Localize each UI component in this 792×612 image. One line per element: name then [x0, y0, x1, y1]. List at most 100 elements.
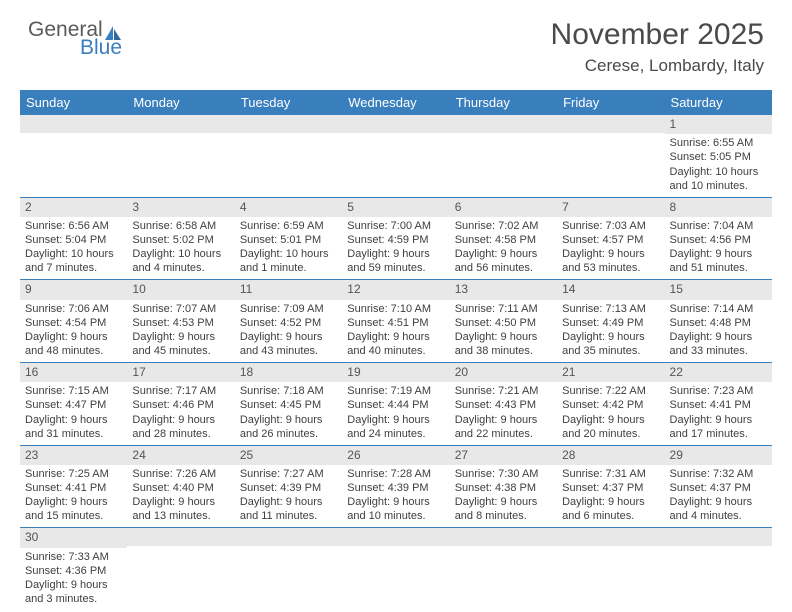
week-row: 30Sunrise: 7:33 AMSunset: 4:36 PMDayligh… [20, 528, 772, 610]
day-detail: Sunrise: 7:06 AMSunset: 4:54 PMDaylight:… [20, 300, 127, 362]
sunrise-text: Sunrise: 6:58 AM [132, 219, 229, 233]
sunrise-text: Sunrise: 7:19 AM [347, 384, 444, 398]
day-detail: Sunrise: 7:28 AMSunset: 4:39 PMDaylight:… [342, 465, 449, 527]
sunrise-text: Sunrise: 7:25 AM [25, 467, 122, 481]
day-cell: 1Sunrise: 6:55 AMSunset: 5:05 PMDaylight… [665, 115, 772, 197]
day-number: 26 [342, 446, 449, 465]
day-number: 21 [557, 363, 664, 382]
day-number: 1 [665, 115, 772, 134]
empty-cell [235, 115, 342, 197]
day-header-row: SundayMondayTuesdayWednesdayThursdayFrid… [20, 90, 772, 115]
day-number: 11 [235, 280, 342, 299]
day-number [235, 115, 342, 133]
logo: General Blue [28, 18, 123, 60]
sunrise-text: Sunrise: 7:28 AM [347, 467, 444, 481]
sunset-text: Sunset: 4:38 PM [455, 481, 552, 495]
sunset-text: Sunset: 4:41 PM [25, 481, 122, 495]
sunset-text: Sunset: 4:37 PM [670, 481, 767, 495]
sunrise-text: Sunrise: 6:56 AM [25, 219, 122, 233]
daylight-text: Daylight: 9 hours and 35 minutes. [562, 330, 659, 358]
sunset-text: Sunset: 4:59 PM [347, 233, 444, 247]
sunset-text: Sunset: 4:56 PM [670, 233, 767, 247]
day-detail: Sunrise: 7:10 AMSunset: 4:51 PMDaylight:… [342, 300, 449, 362]
title-block: November 2025 Cerese, Lombardy, Italy [551, 18, 764, 76]
day-cell: 14Sunrise: 7:13 AMSunset: 4:49 PMDayligh… [557, 280, 664, 363]
day-header: Sunday [20, 90, 127, 115]
day-cell: 15Sunrise: 7:14 AMSunset: 4:48 PMDayligh… [665, 280, 772, 363]
day-number: 16 [20, 363, 127, 382]
day-header: Monday [127, 90, 234, 115]
day-detail [665, 546, 772, 598]
day-cell: 12Sunrise: 7:10 AMSunset: 4:51 PMDayligh… [342, 280, 449, 363]
day-detail: Sunrise: 7:00 AMSunset: 4:59 PMDaylight:… [342, 217, 449, 279]
day-detail [127, 546, 234, 598]
sunset-text: Sunset: 4:36 PM [25, 564, 122, 578]
day-number: 28 [557, 446, 664, 465]
empty-cell [127, 528, 234, 610]
sunset-text: Sunset: 4:48 PM [670, 316, 767, 330]
day-number: 14 [557, 280, 664, 299]
sunrise-text: Sunrise: 7:04 AM [670, 219, 767, 233]
sunrise-text: Sunrise: 6:59 AM [240, 219, 337, 233]
day-number: 29 [665, 446, 772, 465]
day-number [127, 528, 234, 546]
day-detail: Sunrise: 6:58 AMSunset: 5:02 PMDaylight:… [127, 217, 234, 279]
daylight-text: Daylight: 10 hours and 7 minutes. [25, 247, 122, 275]
sunset-text: Sunset: 5:02 PM [132, 233, 229, 247]
day-detail: Sunrise: 7:09 AMSunset: 4:52 PMDaylight:… [235, 300, 342, 362]
daylight-text: Daylight: 9 hours and 15 minutes. [25, 495, 122, 523]
sunrise-text: Sunrise: 7:03 AM [562, 219, 659, 233]
sunrise-text: Sunrise: 7:22 AM [562, 384, 659, 398]
day-number [665, 528, 772, 546]
daylight-text: Daylight: 9 hours and 17 minutes. [670, 413, 767, 441]
day-cell: 29Sunrise: 7:32 AMSunset: 4:37 PMDayligh… [665, 445, 772, 528]
day-detail [20, 133, 127, 185]
week-row: 2Sunrise: 6:56 AMSunset: 5:04 PMDaylight… [20, 197, 772, 280]
empty-cell [450, 528, 557, 610]
sunrise-text: Sunrise: 7:00 AM [347, 219, 444, 233]
daylight-text: Daylight: 9 hours and 10 minutes. [347, 495, 444, 523]
day-detail: Sunrise: 7:14 AMSunset: 4:48 PMDaylight:… [665, 300, 772, 362]
day-cell: 4Sunrise: 6:59 AMSunset: 5:01 PMDaylight… [235, 197, 342, 280]
empty-cell [342, 528, 449, 610]
sunset-text: Sunset: 5:04 PM [25, 233, 122, 247]
week-row: 1Sunrise: 6:55 AMSunset: 5:05 PMDaylight… [20, 115, 772, 197]
sunset-text: Sunset: 4:42 PM [562, 398, 659, 412]
calendar-table: SundayMondayTuesdayWednesdayThursdayFrid… [20, 90, 772, 610]
day-number: 4 [235, 198, 342, 217]
day-cell: 27Sunrise: 7:30 AMSunset: 4:38 PMDayligh… [450, 445, 557, 528]
daylight-text: Daylight: 9 hours and 40 minutes. [347, 330, 444, 358]
day-number: 5 [342, 198, 449, 217]
sunset-text: Sunset: 4:58 PM [455, 233, 552, 247]
day-detail: Sunrise: 7:26 AMSunset: 4:40 PMDaylight:… [127, 465, 234, 527]
day-number [235, 528, 342, 546]
day-cell: 19Sunrise: 7:19 AMSunset: 4:44 PMDayligh… [342, 363, 449, 446]
week-row: 16Sunrise: 7:15 AMSunset: 4:47 PMDayligh… [20, 363, 772, 446]
day-detail: Sunrise: 6:59 AMSunset: 5:01 PMDaylight:… [235, 217, 342, 279]
sunrise-text: Sunrise: 7:14 AM [670, 302, 767, 316]
sunrise-text: Sunrise: 7:33 AM [25, 550, 122, 564]
daylight-text: Daylight: 9 hours and 48 minutes. [25, 330, 122, 358]
day-cell: 6Sunrise: 7:02 AMSunset: 4:58 PMDaylight… [450, 197, 557, 280]
day-detail: Sunrise: 7:25 AMSunset: 4:41 PMDaylight:… [20, 465, 127, 527]
day-cell: 26Sunrise: 7:28 AMSunset: 4:39 PMDayligh… [342, 445, 449, 528]
day-cell: 17Sunrise: 7:17 AMSunset: 4:46 PMDayligh… [127, 363, 234, 446]
sunset-text: Sunset: 4:57 PM [562, 233, 659, 247]
week-row: 9Sunrise: 7:06 AMSunset: 4:54 PMDaylight… [20, 280, 772, 363]
location-subtitle: Cerese, Lombardy, Italy [551, 56, 764, 76]
page-title: November 2025 [551, 18, 764, 52]
day-cell: 23Sunrise: 7:25 AMSunset: 4:41 PMDayligh… [20, 445, 127, 528]
day-detail: Sunrise: 7:15 AMSunset: 4:47 PMDaylight:… [20, 382, 127, 444]
daylight-text: Daylight: 9 hours and 20 minutes. [562, 413, 659, 441]
daylight-text: Daylight: 9 hours and 28 minutes. [132, 413, 229, 441]
daylight-text: Daylight: 10 hours and 1 minute. [240, 247, 337, 275]
day-number [127, 115, 234, 133]
day-detail: Sunrise: 7:11 AMSunset: 4:50 PMDaylight:… [450, 300, 557, 362]
day-number [450, 115, 557, 133]
day-cell: 25Sunrise: 7:27 AMSunset: 4:39 PMDayligh… [235, 445, 342, 528]
logo-text-blue: Blue [80, 36, 122, 60]
daylight-text: Daylight: 9 hours and 8 minutes. [455, 495, 552, 523]
day-detail: Sunrise: 7:22 AMSunset: 4:42 PMDaylight:… [557, 382, 664, 444]
day-detail: Sunrise: 7:23 AMSunset: 4:41 PMDaylight:… [665, 382, 772, 444]
day-detail [235, 546, 342, 598]
